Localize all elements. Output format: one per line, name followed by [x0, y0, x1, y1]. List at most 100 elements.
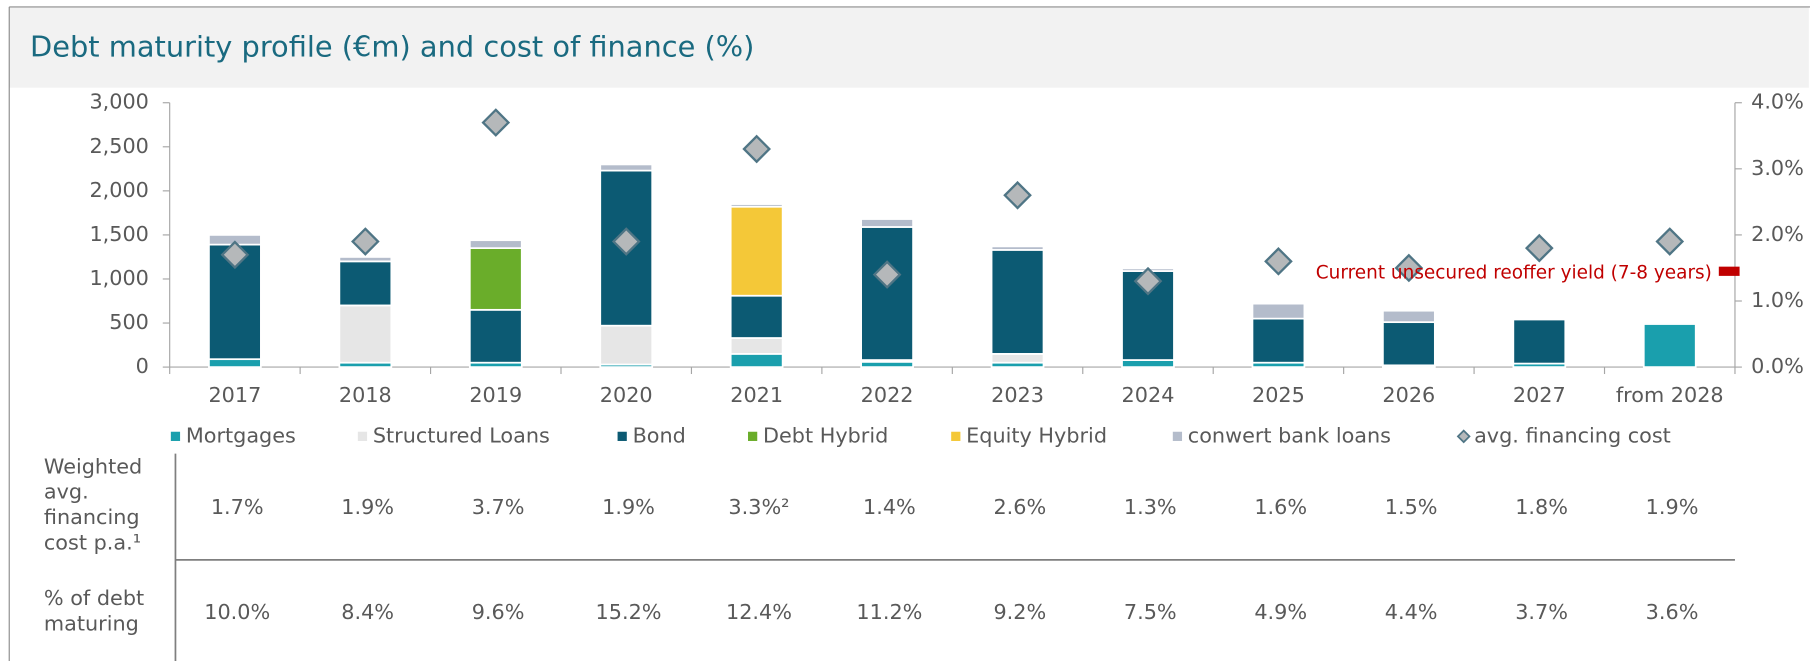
cost-marker — [481, 108, 511, 137]
table-cell: 10.0% — [204, 600, 270, 624]
y2-tick-label: 1.0% — [1751, 288, 1804, 312]
bar-segment — [990, 353, 1045, 364]
cost-marker — [611, 227, 641, 256]
y2-tick-label: 4.0% — [1751, 90, 1804, 114]
legend-marker — [1456, 429, 1471, 444]
bar-segment — [599, 324, 654, 366]
y2-tick-label: 0.0% — [1751, 354, 1804, 378]
bar-segment — [729, 337, 784, 355]
bar-segment — [338, 260, 393, 307]
table-cell: 3.6% — [1646, 600, 1699, 624]
legend-marker — [951, 431, 961, 441]
table-cell: 3.3%² — [728, 495, 789, 519]
y2-tick-label: 3.0% — [1751, 156, 1804, 180]
y2-tick-label: 2.0% — [1751, 222, 1804, 246]
cost-marker — [351, 227, 380, 256]
legend-label: conwert bank loans — [1188, 423, 1391, 447]
table-cell: 9.2% — [993, 600, 1046, 624]
table-cell: 1.4% — [863, 495, 916, 519]
legend-marker — [617, 431, 627, 441]
y-tick-label: 2,000 — [89, 178, 148, 202]
row-label: % of debt maturing — [43, 586, 145, 637]
chart-title: Debt maturity profile (€m) and cost of f… — [30, 29, 754, 63]
legend-label: Mortgages — [186, 423, 296, 447]
y-tick-label: 500 — [109, 310, 149, 334]
legend-marker — [1172, 431, 1183, 441]
table-cell: 1.9% — [341, 495, 394, 519]
cost-marker — [742, 134, 771, 164]
table-cell: 11.2% — [856, 600, 922, 624]
x-tick-label: 2025 — [1252, 383, 1305, 407]
cost-marker — [1655, 227, 1685, 256]
bar-segment — [1382, 309, 1436, 324]
cost-marker — [1264, 247, 1293, 276]
bar-segment — [338, 256, 393, 263]
bar-segment — [1382, 321, 1436, 367]
legend-label: avg. financing cost — [1474, 423, 1671, 447]
table-cell: 7.5% — [1124, 600, 1177, 624]
reference-mark — [1718, 266, 1740, 276]
legend-label: Equity Hybrid — [966, 423, 1107, 447]
bar-segment — [990, 245, 1045, 251]
bar-segment — [468, 308, 523, 364]
table-cell: 1.9% — [1646, 495, 1699, 519]
row-label-box: Weighted avg. financing cost p.a.¹ — [43, 454, 143, 556]
legend-label: Debt Hybrid — [763, 423, 888, 447]
cost-marker — [872, 260, 902, 289]
x-tick-label: 2018 — [339, 383, 392, 407]
x-tick-label: 2027 — [1513, 383, 1566, 407]
table-cell: 12.4% — [726, 600, 792, 624]
table-cell: 1.8% — [1515, 495, 1568, 519]
y-tick-label: 0 — [136, 354, 149, 378]
bar-segment — [729, 205, 784, 297]
row-label-box: % of debt maturing — [43, 586, 145, 637]
x-tick-label: 2022 — [861, 383, 914, 407]
y-tick-label: 1,000 — [89, 266, 148, 290]
row-label: Weighted avg. financing cost p.a.¹ — [43, 454, 143, 556]
bar-segment — [729, 294, 784, 339]
bar-segment — [860, 226, 914, 361]
table-cell: 1.5% — [1385, 495, 1438, 519]
y-tick-label: 1,500 — [89, 222, 148, 246]
y-tick-label: 2,500 — [89, 134, 148, 158]
y-tick-label: 3,000 — [89, 90, 148, 114]
bar-segment — [990, 249, 1045, 355]
table-cell: 8.4% — [341, 600, 394, 624]
x-tick-label: 2017 — [208, 383, 261, 407]
bar-segment — [729, 203, 784, 208]
table-cell: 4.4% — [1385, 600, 1438, 624]
bar-segment — [1251, 317, 1306, 364]
cost-marker — [220, 240, 250, 270]
table-cell: 1.3% — [1124, 495, 1177, 519]
bar-segment — [468, 239, 523, 250]
x-tick-label: 2024 — [1122, 383, 1175, 407]
cost-marker — [1133, 266, 1163, 296]
bar-segment — [729, 353, 784, 368]
bar-segment — [1512, 318, 1567, 365]
cost-marker — [1003, 180, 1032, 210]
table-cell: 3.7% — [472, 495, 525, 519]
header-band — [9, 6, 1809, 88]
legend-marker — [357, 431, 368, 441]
reference-label: Current unsecured reoffer yield (7-8 yea… — [1316, 263, 1712, 284]
x-tick-label: 2023 — [991, 383, 1044, 407]
bar-segment — [468, 247, 523, 311]
bar-segment — [208, 358, 262, 368]
x-tick-label: 2020 — [600, 383, 653, 407]
table-cell: 4.9% — [1254, 600, 1307, 624]
bar-segment — [599, 163, 654, 172]
legend-label: Bond — [633, 423, 686, 447]
table-cell: 15.2% — [596, 600, 662, 624]
bar-segment — [1251, 302, 1306, 320]
table-cell: 9.6% — [472, 600, 525, 624]
table-cell: 3.7% — [1515, 600, 1568, 624]
x-tick-label: 2026 — [1382, 383, 1435, 407]
x-tick-label: from 2028 — [1616, 383, 1724, 407]
x-tick-label: 2021 — [730, 383, 783, 407]
x-tick-label: 2019 — [469, 383, 522, 407]
table-cell: 1.9% — [602, 495, 655, 519]
legend-label: Structured Loans — [373, 423, 550, 447]
cost-marker — [1394, 253, 1424, 283]
bar-segment — [338, 304, 393, 364]
